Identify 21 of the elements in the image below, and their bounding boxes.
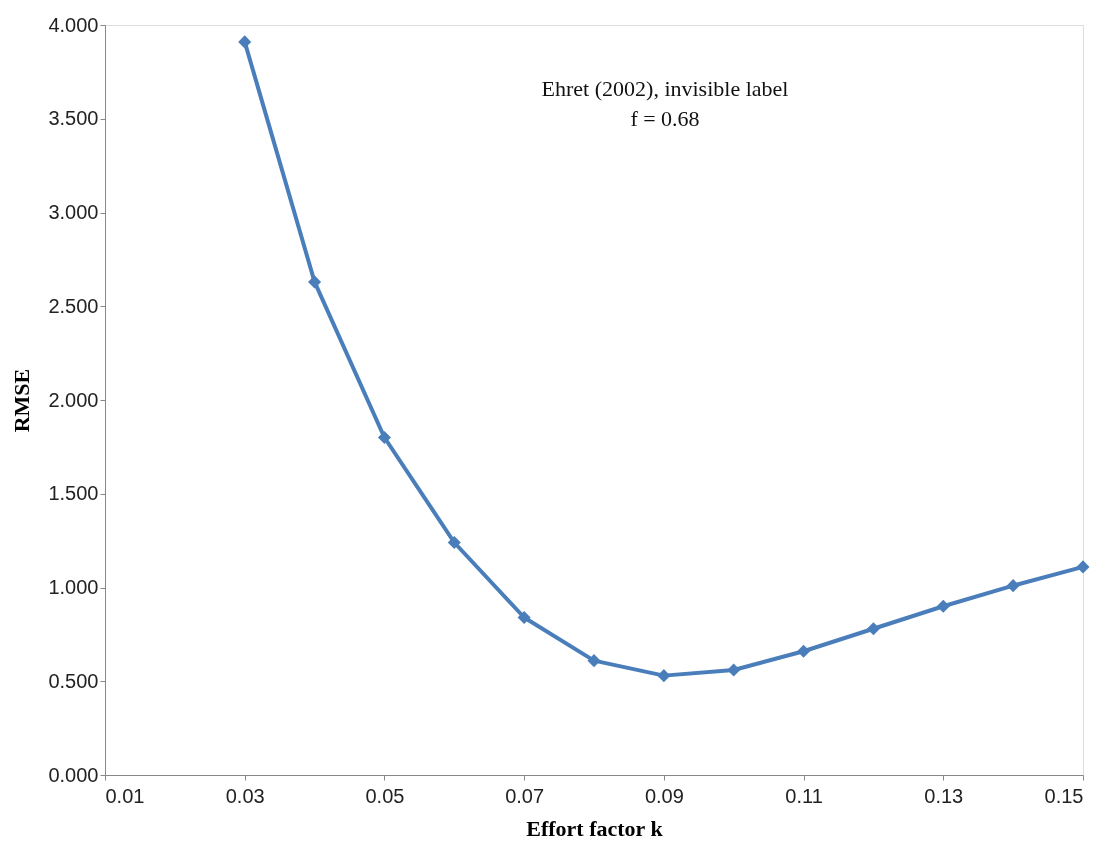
x-tick-label: 0.09 [644, 784, 684, 807]
y-tick-label: 2.500 [48, 294, 99, 317]
annotation: Ehret (2002), invisible label [541, 76, 789, 101]
x-tick-label: 0.05 [365, 784, 405, 807]
y-tick-label: 2.000 [48, 388, 99, 411]
x-tick-label: 0.07 [505, 784, 545, 807]
y-tick-label: 1.000 [48, 576, 99, 598]
y-tick-label: 4.000 [48, 13, 99, 36]
y-tick-label: 3.500 [48, 107, 99, 130]
y-tick-label: 3.000 [48, 201, 99, 223]
x-tick-label: 0.11 [785, 784, 823, 807]
x-axis-title: Effort factor k [526, 815, 664, 841]
y-tick-label: 0.500 [48, 669, 99, 692]
y-axis-title: RMSE [9, 368, 35, 433]
y-tick-label: 1.500 [48, 482, 99, 505]
x-tick-label: 0.03 [225, 784, 265, 807]
x-tick-label: 0.15 [1044, 784, 1084, 807]
x-tick-label: 0.01 [105, 784, 145, 807]
x-tick-label: 0.13 [924, 784, 964, 807]
y-tick-label: 0.000 [48, 763, 99, 786]
annotation: f = 0.68 [630, 106, 700, 131]
